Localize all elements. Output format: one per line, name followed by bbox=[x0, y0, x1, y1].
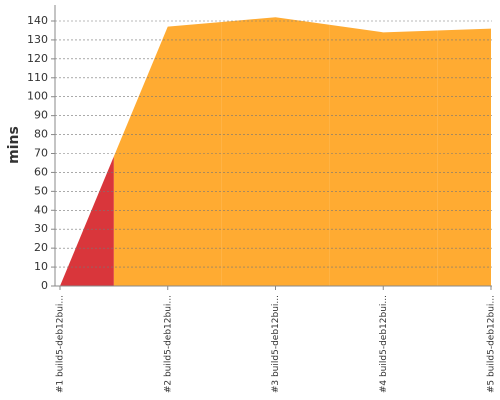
y-tick-label: 110 bbox=[27, 71, 48, 84]
y-tick-label: 20 bbox=[34, 241, 48, 254]
x-tick-label: #3 build5-deb12bui... bbox=[271, 295, 281, 393]
y-tick-label: 0 bbox=[41, 279, 48, 292]
x-tick-label: #5 build5-deb12bui... bbox=[487, 295, 497, 393]
x-tick-label: #2 build5-deb12bui... bbox=[163, 295, 173, 393]
y-tick-label: 10 bbox=[34, 260, 48, 273]
y-tick-label: 140 bbox=[27, 14, 48, 27]
area-segment bbox=[60, 156, 114, 286]
y-tick-label: 90 bbox=[34, 109, 48, 122]
y-tick-label: 50 bbox=[34, 184, 48, 197]
y-tick-label: 130 bbox=[27, 33, 48, 46]
y-axis-label: mins bbox=[6, 126, 22, 164]
y-tick-label: 100 bbox=[27, 90, 48, 103]
area-segment bbox=[329, 24, 438, 287]
area-segment bbox=[437, 28, 491, 286]
y-tick-label: 40 bbox=[34, 203, 48, 216]
y-tick-label: 70 bbox=[34, 147, 48, 160]
y-tick-label: 80 bbox=[34, 128, 48, 141]
x-tick-label: #1 build5-deb12bui... bbox=[56, 295, 66, 393]
area-segment bbox=[113, 21, 222, 286]
area-segment bbox=[221, 17, 330, 286]
x-tick-label: #4 build5-deb12bui... bbox=[379, 295, 389, 393]
y-tick-label: 60 bbox=[34, 165, 48, 178]
y-tick-label: 120 bbox=[27, 52, 48, 65]
y-tick-label: 30 bbox=[34, 222, 48, 235]
